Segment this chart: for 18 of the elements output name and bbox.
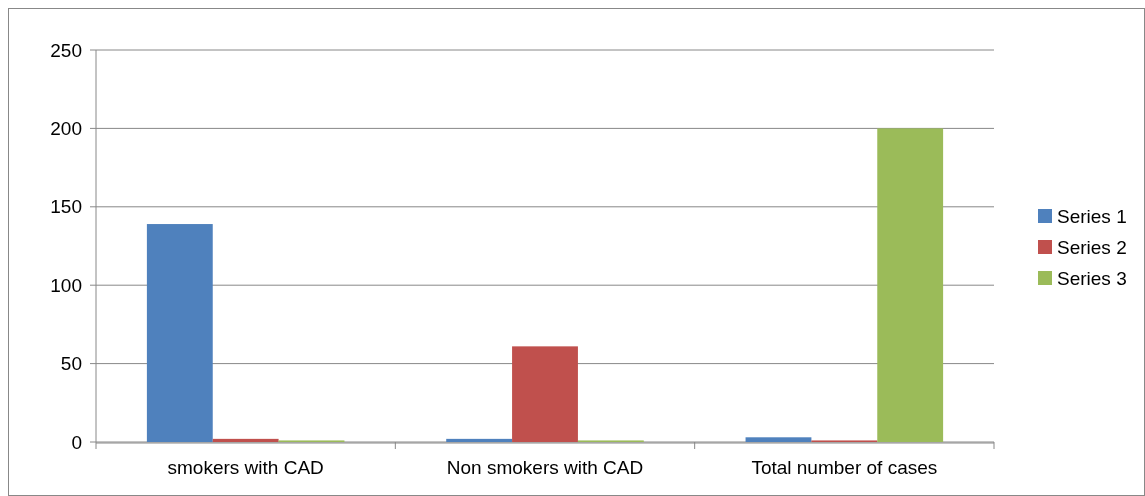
y-tick-label: 100 [50,274,82,296]
legend-label: Series 3 [1057,267,1127,289]
bar [877,128,944,442]
x-tick-label: Total number of cases [751,457,938,478]
legend-label: Series 1 [1057,205,1127,227]
bar [212,438,279,442]
bar [446,438,513,442]
y-tick-label: 250 [50,39,82,61]
y-tick-label: 200 [50,118,82,140]
bar [745,437,812,442]
y-tick-label: 0 [71,431,82,453]
bar [146,224,213,442]
bar [512,346,578,442]
legend-label: Series 2 [1057,236,1127,258]
x-tick-label: Non smokers with CAD [446,457,644,478]
x-tick-label: smokers with CAD [167,457,324,478]
y-tick-label: 150 [50,196,82,218]
y-tick-label: 50 [60,353,82,375]
